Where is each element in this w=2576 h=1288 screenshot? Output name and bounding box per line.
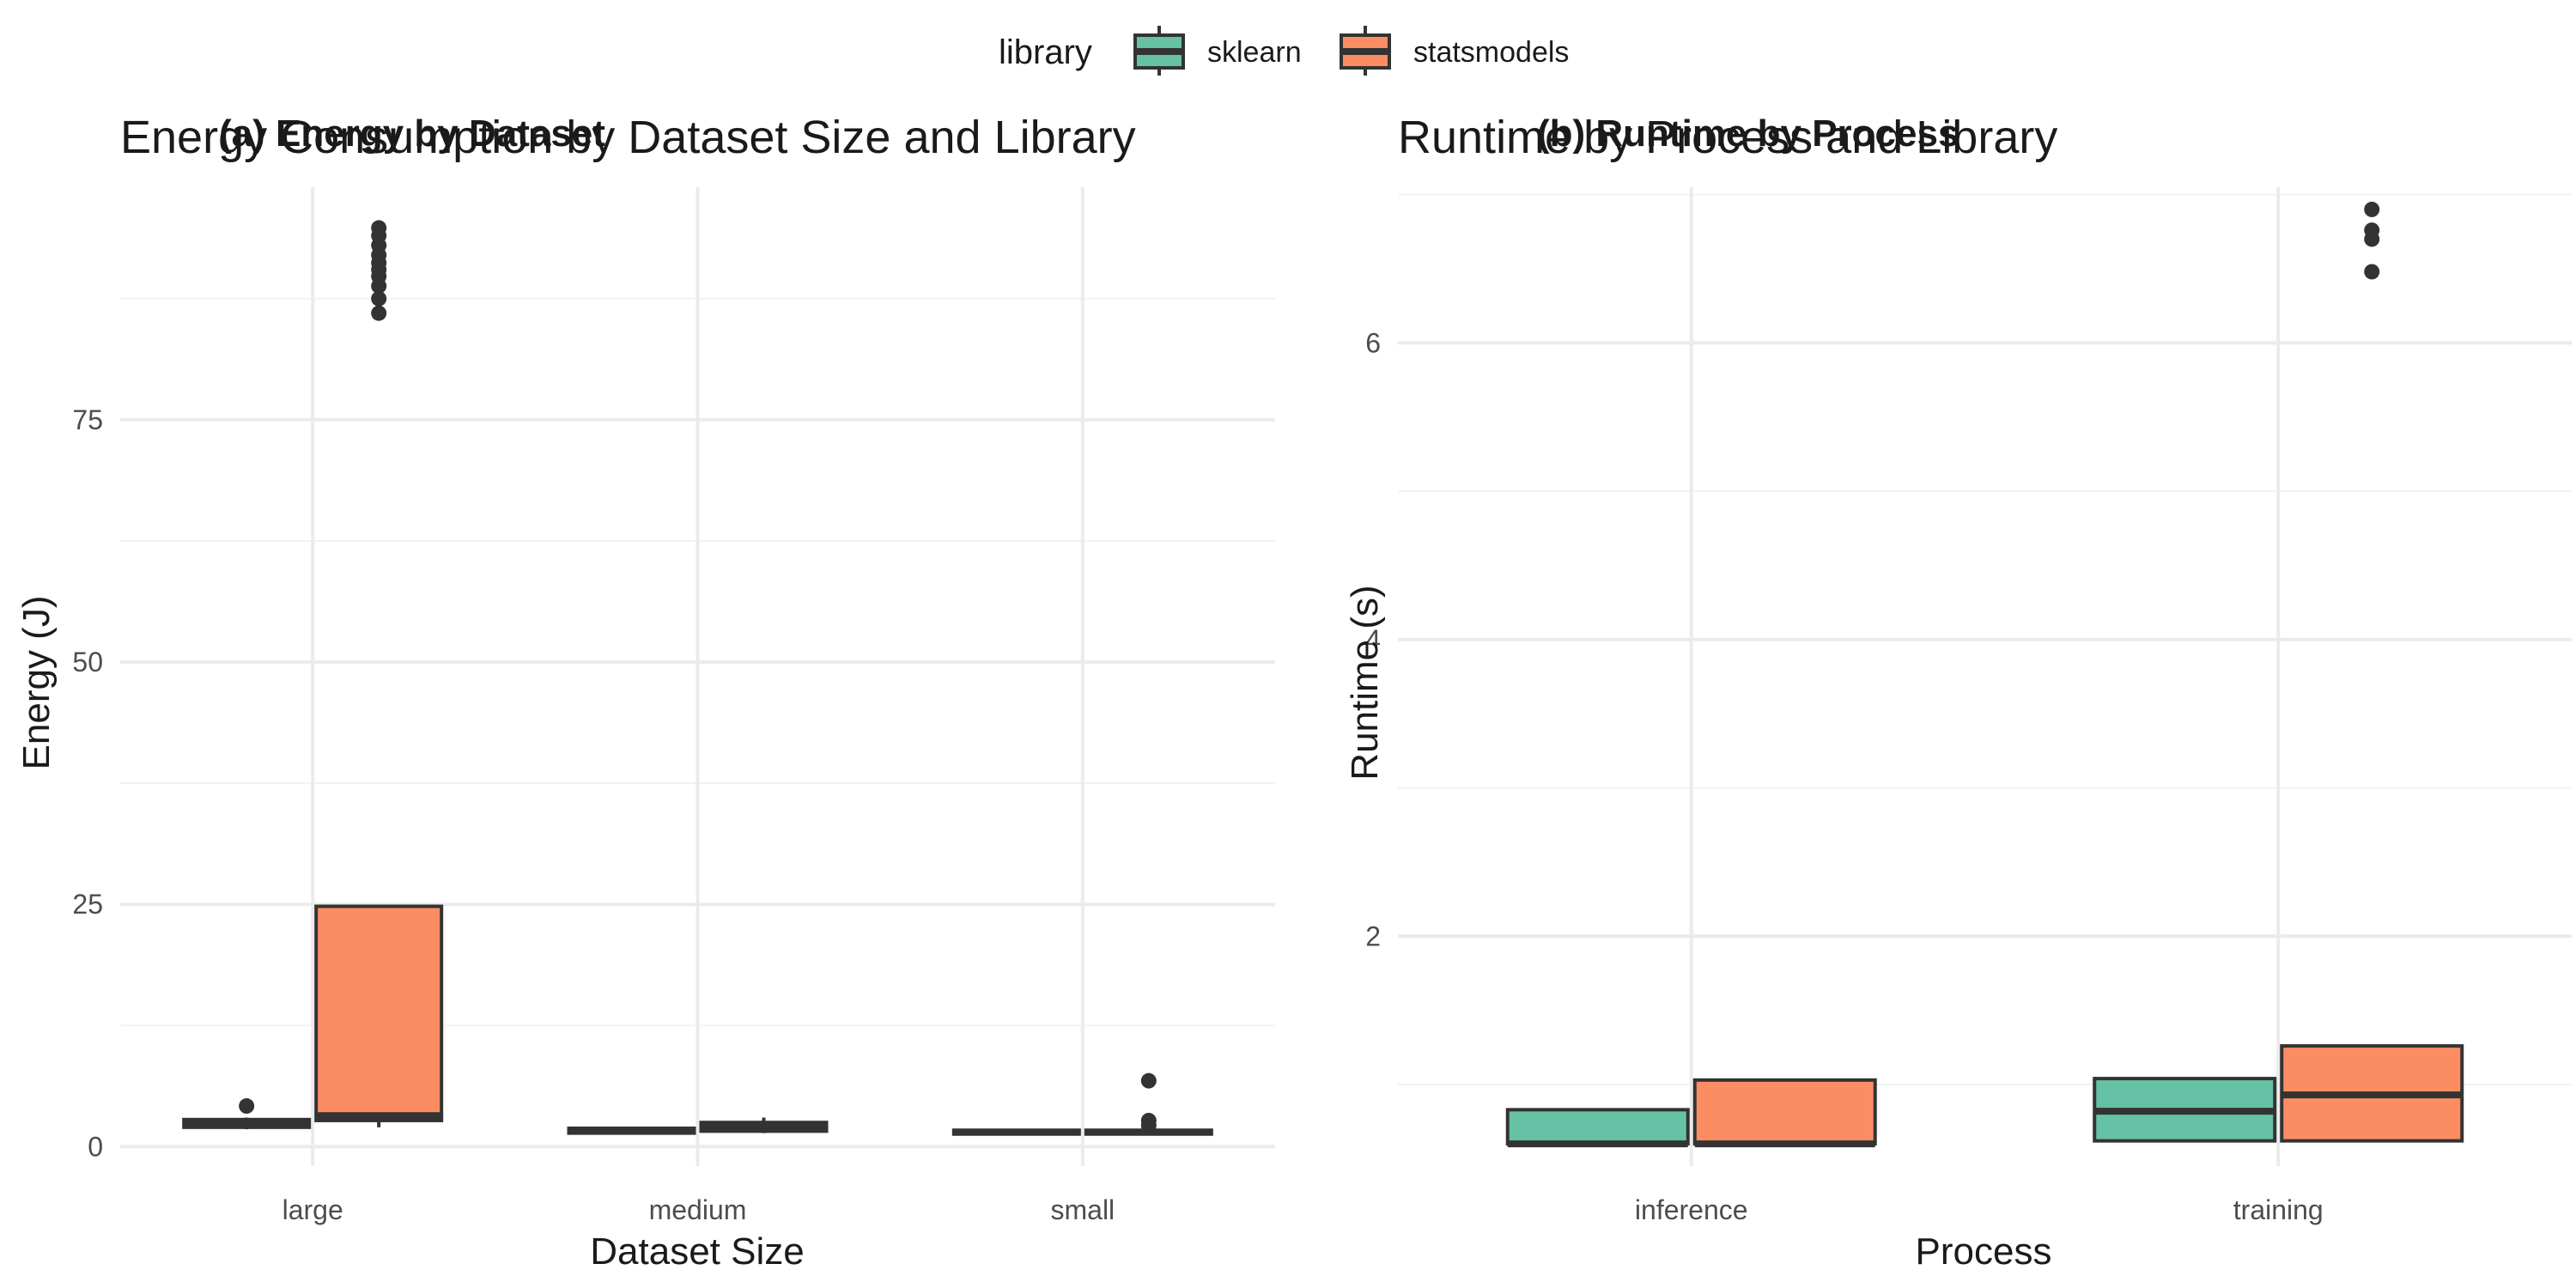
panel-energy: Energy Consumption by Dataset Size and L… (15, 112, 1275, 1273)
y-tick-labels: 0 25 50 75 (72, 404, 103, 1163)
x-tick-label: large (283, 1194, 343, 1225)
legend-item-sklearn: sklearn (1133, 26, 1302, 76)
box-sklearn-large (182, 1098, 312, 1130)
x-tick-labels: large medium small (283, 1194, 1115, 1225)
box-statsmodels-training (2280, 201, 2464, 1143)
outlier-point (239, 1098, 255, 1115)
box-sklearn-inference (1505, 1108, 1690, 1148)
box-statsmodels-inference (1692, 1078, 1877, 1148)
box-body (314, 904, 444, 1122)
legend-item-statsmodels: statsmodels (1340, 26, 1569, 76)
x-tick-label: training (2233, 1194, 2324, 1225)
box-statsmodels-medium (699, 1117, 829, 1133)
panel-tag: (b) Runtime by Process (1537, 112, 1959, 155)
box-statsmodels-large (314, 220, 444, 1127)
panel-title: Energy Consumption by Dataset Size and L… (120, 112, 1136, 163)
outlier-point (371, 220, 387, 236)
legend-title: library (999, 33, 1092, 71)
y-tick-label: 75 (72, 404, 103, 435)
outlier-point (2364, 201, 2380, 217)
box-statsmodels-small (1084, 1072, 1213, 1136)
box-body (1692, 1078, 1877, 1146)
box-sklearn-small (951, 1128, 1081, 1136)
y-tick-label: 50 (72, 647, 103, 677)
x-tick-label: small (1050, 1194, 1115, 1225)
box-sklearn-training (2093, 1077, 2277, 1143)
legend: library sklearn statsmodels (999, 26, 1569, 76)
x-axis-title: Process (1916, 1230, 2052, 1273)
outlier-point (2364, 222, 2380, 239)
outlier-point (371, 305, 387, 321)
x-axis-title: Dataset Size (590, 1230, 804, 1273)
grid (1398, 187, 2572, 1166)
plot-marks (182, 220, 1213, 1136)
panel-runtime: Runtime by Process and Library (b) Runti… (1344, 112, 2572, 1273)
outlier-point (1140, 1072, 1157, 1089)
y-axis-title: Runtime (s) (1344, 585, 1386, 780)
y-tick-label: 6 (1365, 327, 1381, 358)
x-tick-label: inference (1635, 1194, 1748, 1225)
y-tick-label: 2 (1365, 920, 1381, 951)
x-tick-label: medium (649, 1194, 747, 1225)
y-tick-label: 4 (1365, 624, 1381, 655)
box-body (1505, 1108, 1690, 1146)
outlier-point (2364, 264, 2380, 280)
y-tick-labels: 2 4 6 (1365, 327, 1381, 951)
panel-tag: (a) Energy by Dataset (219, 112, 605, 155)
panel-title: Runtime by Process and Library (1398, 112, 2057, 163)
legend-label-sklearn: sklearn (1207, 36, 1302, 69)
outlier-point (1140, 1112, 1157, 1128)
box-sklearn-medium (567, 1126, 696, 1135)
grid (120, 187, 1275, 1166)
y-tick-label: 0 (88, 1131, 103, 1162)
y-tick-label: 25 (72, 889, 103, 920)
plot-marks (1505, 201, 2464, 1148)
outlier-point (371, 290, 387, 307)
y-axis-title: Energy (J) (15, 596, 58, 770)
legend-label-statsmodels: statsmodels (1413, 36, 1569, 69)
x-tick-labels: inference training (1635, 1194, 2324, 1225)
